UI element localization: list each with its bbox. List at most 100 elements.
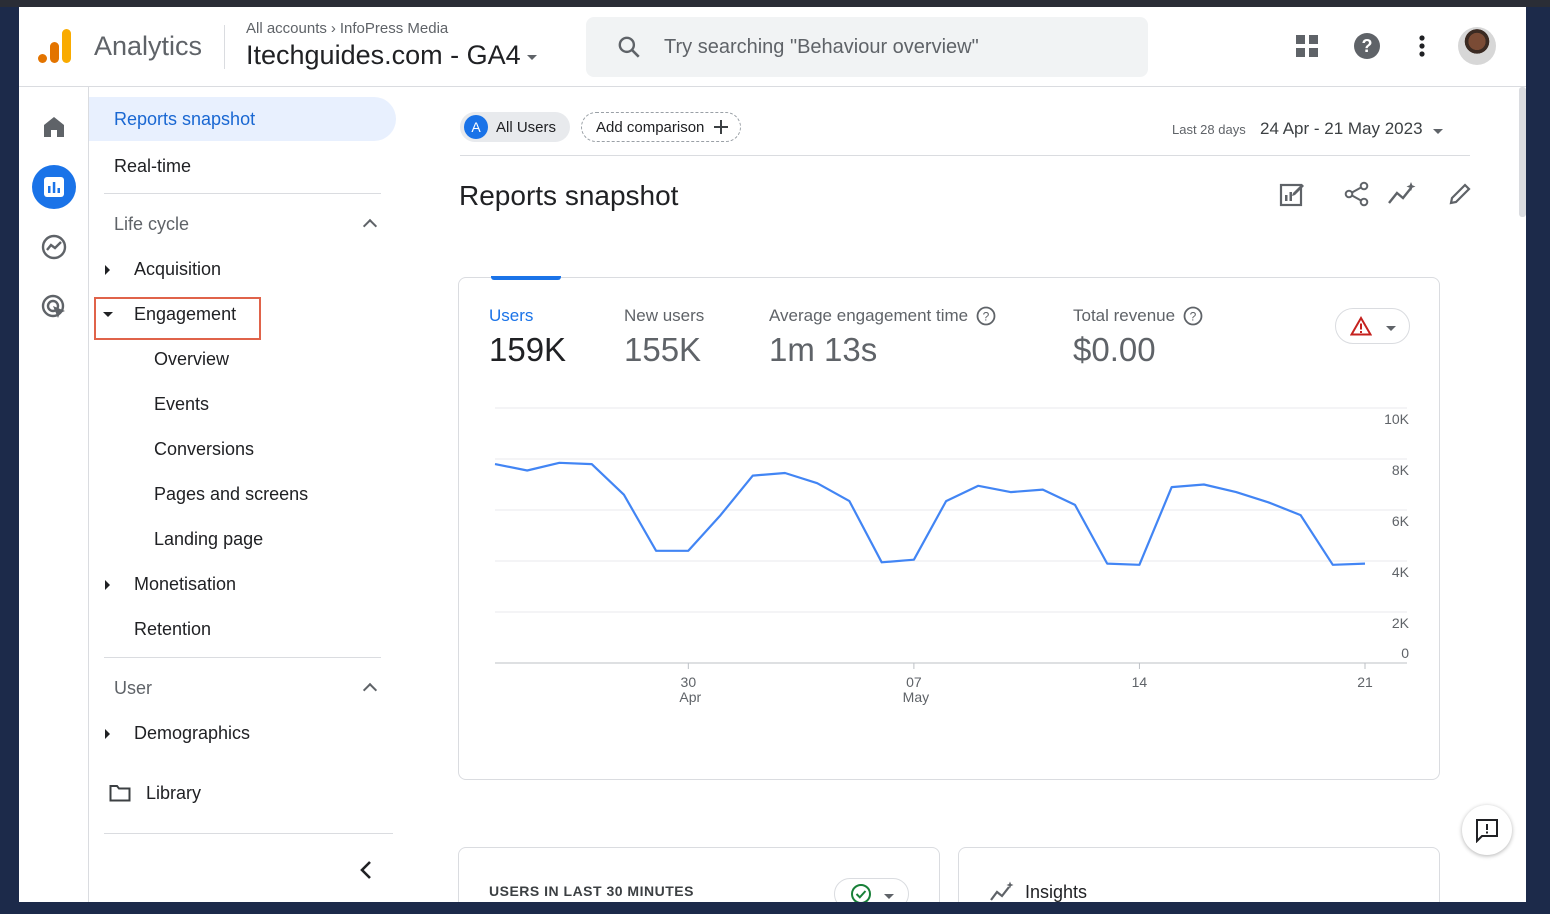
engagement-highlight-box: [94, 297, 261, 340]
home-icon[interactable]: [32, 105, 76, 149]
warning-icon: [1349, 316, 1372, 336]
x-tick-day: 07: [906, 674, 922, 690]
x-tick-month: Apr: [679, 689, 701, 705]
expand-arrow-icon[interactable]: [105, 265, 110, 275]
feedback-button[interactable]: [1462, 805, 1512, 855]
top-bar: Analytics All accounts › InfoPress Media I…: [19, 7, 1526, 87]
x-tick-day: 21: [1357, 674, 1373, 690]
metric-engagement-time-value: 1m 13s: [769, 331, 878, 368]
metric-users-label[interactable]: Users: [489, 306, 533, 326]
plus-icon: [714, 120, 729, 134]
caret-down-icon: [883, 893, 894, 899]
feedback-icon: [1476, 819, 1498, 843]
nav-retention[interactable]: Retention: [134, 619, 212, 639]
insights-card: Insights: [958, 847, 1440, 902]
collapse-nav-chevron-icon[interactable]: [359, 860, 373, 880]
breadcrumb[interactable]: All accounts › InfoPress Media: [246, 20, 448, 37]
breadcrumb-root[interactable]: All accounts: [246, 20, 327, 37]
header-divider: [224, 25, 225, 69]
nav-engagement[interactable]: Engagement: [134, 304, 237, 324]
nav-monetisation[interactable]: Monetisation: [134, 574, 237, 594]
nav-demographics[interactable]: Demographics: [134, 723, 251, 743]
help-outline-icon[interactable]: ?: [1183, 306, 1203, 326]
realtime-status-button[interactable]: [834, 878, 909, 902]
nav-overview[interactable]: Overview: [154, 349, 230, 369]
nav-reports-snapshot-label: Reports snapshot: [114, 109, 256, 129]
metric-new-users-value: 155K: [624, 331, 702, 368]
y-tick-label: 8K: [1392, 462, 1410, 478]
property-selector[interactable]: Itechguides.com - GA4: [246, 40, 537, 71]
data-quality-button[interactable]: [1335, 308, 1410, 344]
nav-library[interactable]: Library: [146, 783, 202, 803]
nav-pages-screens[interactable]: Pages and screens: [154, 484, 309, 504]
add-comparison-button[interactable]: Add comparison: [581, 112, 742, 142]
insights-icon: [990, 881, 1014, 901]
expand-arrow-icon[interactable]: [105, 729, 110, 739]
chevron-right-icon: ›: [330, 20, 336, 37]
avatar[interactable]: [1458, 27, 1496, 65]
segment-chip-label: All Users: [496, 118, 557, 136]
search-icon: [618, 36, 640, 58]
users-series-line: [494, 461, 1366, 566]
nav-section-user[interactable]: User: [114, 678, 153, 698]
nav-reports-snapshot[interactable]: Reports snapshot: [89, 97, 396, 141]
active-metric-indicator: [491, 276, 561, 280]
search-input[interactable]: [664, 31, 1124, 63]
nav-realtime[interactable]: Real-time: [114, 156, 192, 176]
chevron-up-icon[interactable]: [362, 682, 378, 698]
left-rail: [19, 87, 89, 902]
chevron-up-icon[interactable]: [362, 218, 378, 234]
nav-conversions[interactable]: Conversions: [154, 439, 255, 459]
y-tick-label: 4K: [1392, 564, 1410, 580]
page-title: Reports snapshot: [459, 180, 679, 211]
caret-down-icon: [1385, 325, 1396, 331]
segment-letter: A: [464, 115, 488, 139]
insights-sparkle-icon[interactable]: [1386, 178, 1418, 210]
check-circle-icon: [850, 884, 871, 902]
expand-arrow-icon[interactable]: [105, 580, 110, 590]
nav-divider: [104, 657, 381, 658]
svg-text:?: ?: [1190, 310, 1197, 324]
customize-report-icon[interactable]: [1276, 178, 1308, 210]
metric-label: Users: [489, 306, 534, 325]
reports-icon[interactable]: [32, 165, 76, 209]
explore-icon[interactable]: [32, 225, 76, 269]
share-icon[interactable]: [1341, 178, 1373, 210]
metric-new-users-label[interactable]: New users: [624, 306, 704, 326]
help-outline-icon[interactable]: ?: [976, 306, 996, 326]
date-range-value: 24 Apr - 21 May 2023: [1260, 119, 1423, 138]
more-vert-icon[interactable]: [1407, 31, 1437, 61]
nav-acquisition[interactable]: Acquisition: [134, 259, 222, 279]
insights-heading[interactable]: Insights: [989, 881, 1087, 902]
metrics-chart-card: Users 159K New users 155K Average engage…: [458, 276, 1440, 780]
y-tick-label: 6K: [1392, 513, 1410, 529]
help-icon[interactable]: ?: [1352, 31, 1382, 61]
add-comparison-label: Add comparison: [596, 118, 705, 136]
y-tick-label: 10K: [1384, 411, 1410, 427]
analytics-logo: [38, 29, 71, 63]
metric-revenue-label[interactable]: Total revenue ?: [1073, 306, 1203, 326]
metric-label: Average engagement time: [769, 306, 969, 325]
collapse-arrow-icon[interactable]: [103, 312, 113, 317]
date-range-picker[interactable]: 24 Apr - 21 May 2023: [1260, 119, 1443, 139]
caret-down-icon: [1432, 128, 1443, 134]
property-name: Itechguides.com - GA4: [246, 40, 521, 70]
nav-landing-page[interactable]: Landing page: [154, 529, 264, 549]
scrollbar[interactable]: [1519, 87, 1526, 217]
metric-label: New users: [624, 306, 705, 325]
metric-engagement-time-label[interactable]: Average engagement time ?: [769, 306, 996, 326]
apps-grid-icon[interactable]: [1292, 31, 1322, 61]
breadcrumb-account[interactable]: InfoPress Media: [339, 20, 449, 37]
advertising-icon[interactable]: [32, 285, 76, 329]
svg-text:?: ?: [1362, 36, 1373, 56]
edit-pencil-icon[interactable]: [1444, 178, 1476, 210]
nav-events[interactable]: Events: [154, 394, 210, 414]
header-rule: [460, 155, 1470, 156]
search-bar[interactable]: [586, 17, 1148, 77]
svg-text:?: ?: [983, 310, 990, 324]
x-tick-month: May: [903, 689, 929, 705]
x-tick-day: 14: [1132, 674, 1148, 690]
nav-section-lifecycle[interactable]: Life cycle: [114, 214, 190, 234]
segment-chip[interactable]: A All Users: [460, 112, 571, 142]
